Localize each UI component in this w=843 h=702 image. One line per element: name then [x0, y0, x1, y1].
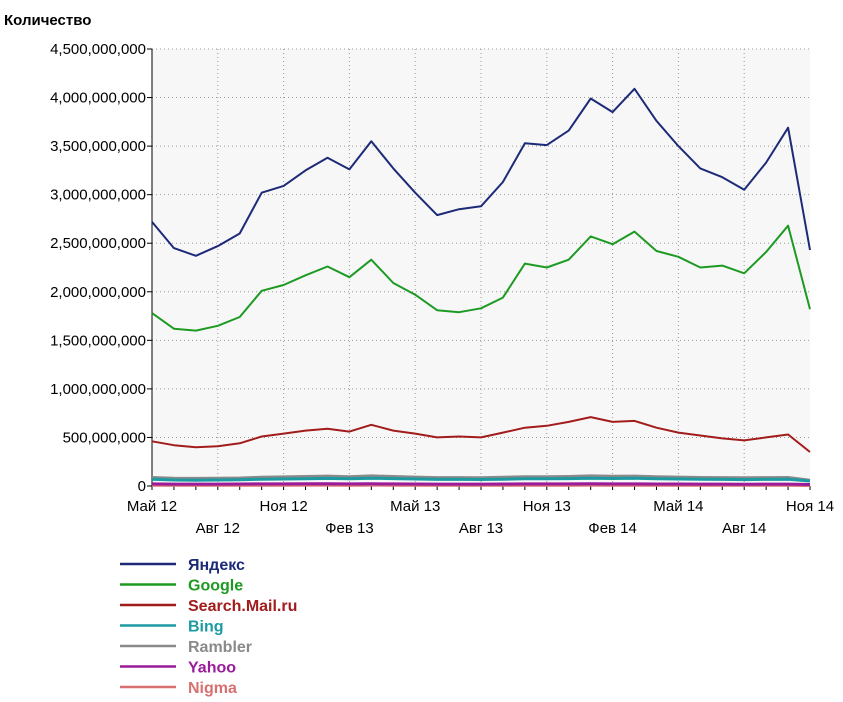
x-tick-label: Ноя 13 — [523, 498, 571, 515]
x-tick-label: Авг 14 — [722, 520, 766, 537]
legend-label: Search.Mail.ru — [188, 598, 297, 615]
y-tick-label: 0 — [138, 478, 146, 495]
x-tick-label: Фев 14 — [588, 520, 637, 537]
series-line-1 — [151, 224, 811, 332]
x-tick-labels: Май 12 Авг 12 Ноя 12 Фев 13 Май 13 Авг 13 Ноя … — [127, 498, 834, 537]
y-tick-label: 4,000,000,000 — [50, 90, 146, 107]
y-tick-label: 2,500,000,000 — [50, 235, 146, 252]
series-lines — [151, 87, 811, 487]
x-tick-label: Май 13 — [390, 498, 440, 515]
legend-label: Rambler — [188, 639, 252, 656]
x-tick-label: Ноя 12 — [260, 498, 308, 515]
y-tick-label: 1,000,000,000 — [50, 381, 146, 398]
series-line-0 — [151, 87, 811, 257]
legend: Яндекс Google Search.Mail.ru Bing Rambler Yah… — [120, 557, 297, 697]
x-tick-label: Май 12 — [127, 498, 177, 515]
legend-label: Google — [188, 578, 243, 595]
legend-label: Яндекс — [188, 557, 245, 574]
x-tick-label: Авг 12 — [196, 520, 240, 537]
series-line-5 — [151, 482, 811, 486]
x-tick-label: Ноя 14 — [786, 498, 834, 515]
legend-label: Bing — [188, 619, 224, 636]
series-line-2 — [151, 416, 811, 453]
x-tick-label: Фев 13 — [325, 520, 374, 537]
legend-label: Nigma — [188, 680, 237, 697]
legend-label: Yahoo — [188, 660, 236, 677]
y-tick-label: 1,500,000,000 — [50, 332, 146, 349]
y-tick-label: 500,000,000 — [63, 429, 146, 446]
y-tick-label: 3,000,000,000 — [50, 187, 146, 204]
series-line-4 — [151, 474, 811, 482]
y-tick-label: 2,000,000,000 — [50, 284, 146, 301]
y-axis-label: Количество — [4, 12, 91, 29]
x-tick-label: Авг 13 — [459, 520, 503, 537]
y-tick-labels: 0 500,000,000 1,000,000,000 1,500,000,000 2,… — [50, 41, 146, 495]
series-line-3 — [151, 476, 811, 483]
y-tick-label: 4,500,000,000 — [50, 41, 146, 58]
grid — [152, 48, 810, 486]
y-tick-label: 3,500,000,000 — [50, 138, 146, 155]
x-tick-label: Май 14 — [653, 498, 703, 515]
